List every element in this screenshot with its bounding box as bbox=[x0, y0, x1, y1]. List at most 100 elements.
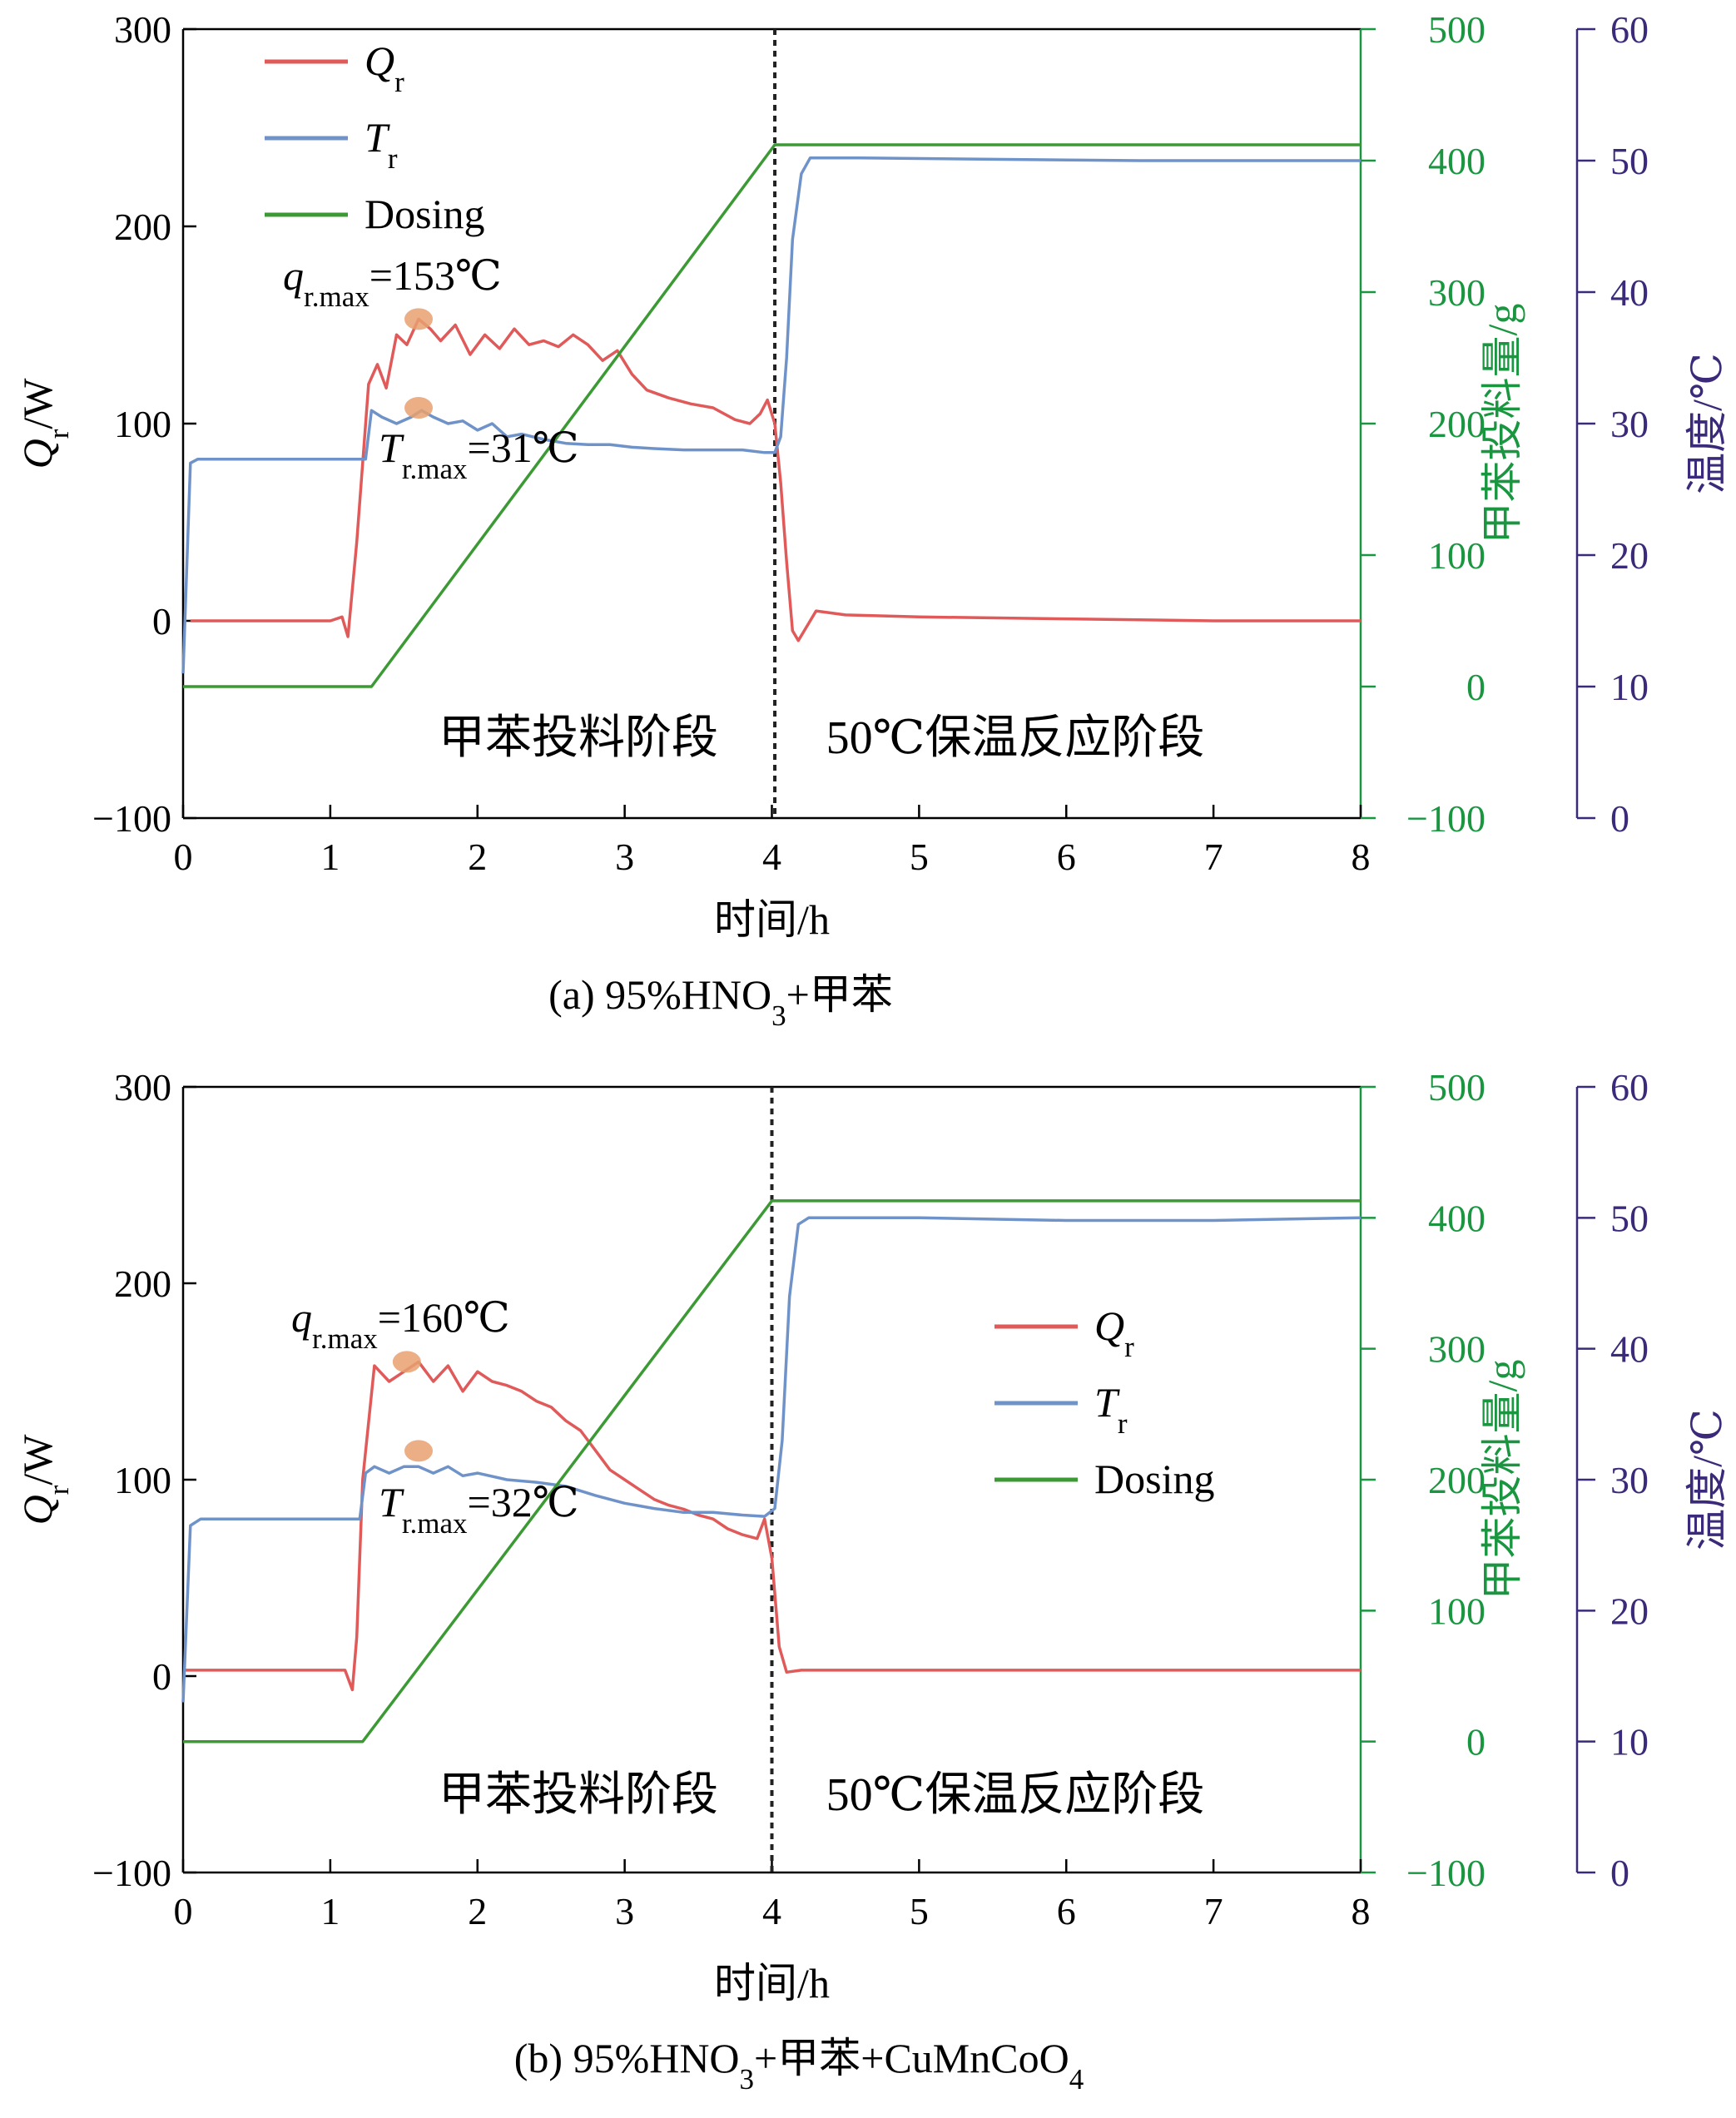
qr-max-marker bbox=[392, 1351, 421, 1373]
panel-caption-part: (a) 95%HNO bbox=[548, 971, 771, 1018]
tr-max-annotation: Tr.max=32℃ bbox=[379, 1479, 579, 1540]
series-line-dosing bbox=[183, 1199, 1361, 1744]
dosing-tick-label: 400 bbox=[1428, 140, 1486, 182]
qr-max-annotation-part: q bbox=[283, 252, 304, 299]
tr-max-annotation-part: r.max bbox=[402, 453, 468, 485]
qr-max-annotation-part: r.max bbox=[312, 1322, 378, 1355]
dosing-tick-label: −100 bbox=[1406, 797, 1486, 840]
left-axis-label-part: r bbox=[42, 429, 75, 439]
left-axis-label-part: Q bbox=[14, 439, 61, 469]
temperature-axis-label: 温度/℃ bbox=[1684, 353, 1730, 494]
tr-max-annotation-part: T bbox=[379, 1479, 404, 1525]
legend-label-part: Dosing bbox=[365, 191, 484, 237]
legend-label-part: r bbox=[1124, 1331, 1134, 1363]
x-tick-label: 2 bbox=[468, 1890, 487, 1932]
x-tick-label: 7 bbox=[1204, 836, 1223, 878]
dosing-tick-label: 100 bbox=[1428, 1590, 1486, 1632]
temperature-tick-label: 60 bbox=[1610, 1066, 1649, 1109]
dosing-tick-label: 200 bbox=[1428, 403, 1486, 445]
x-tick-label: 4 bbox=[762, 1890, 781, 1932]
x-tick-label: 4 bbox=[762, 836, 781, 878]
left-tick-label: 0 bbox=[152, 1655, 171, 1698]
temperature-tick-label: 0 bbox=[1610, 1852, 1629, 1894]
qr-max-annotation-part: =153℃ bbox=[370, 252, 502, 299]
dosing-tick-label: 500 bbox=[1428, 1066, 1486, 1109]
temperature-tick-label: 30 bbox=[1610, 1459, 1649, 1501]
temperature-tick-label: 0 bbox=[1610, 797, 1629, 840]
x-tick-label: 6 bbox=[1057, 1890, 1076, 1932]
panel-caption-part: 4 bbox=[1069, 2063, 1084, 2096]
panel-caption-part: 3 bbox=[771, 999, 786, 1032]
series-line-q_r bbox=[190, 317, 1361, 642]
dosing-axis-label-part: 甲苯投料量/g bbox=[1479, 304, 1525, 544]
series-line-t_r bbox=[181, 1216, 1362, 1703]
tr-max-annotation-part: =32℃ bbox=[468, 1479, 579, 1525]
legend-label: Qr bbox=[365, 37, 404, 98]
chart-panel-b: 0 1 2 3 4 5 6 7 8−1000100200300−1000100200300400… bbox=[14, 1066, 1730, 2096]
left-tick-label: 300 bbox=[114, 8, 171, 51]
series-line-t_r bbox=[181, 156, 1361, 674]
legend-label-part: T bbox=[1094, 1379, 1120, 1426]
panel-caption-part: +甲苯+CuMnCoO bbox=[754, 2035, 1069, 2081]
temperature-tick-label: 40 bbox=[1610, 1328, 1649, 1371]
stage-label-dosing: 甲苯投料阶段 bbox=[439, 712, 718, 764]
stage-label-holding: 50℃保温反应阶段 bbox=[826, 1769, 1205, 1821]
legend-label-part: Q bbox=[365, 37, 394, 84]
left-tick-label: 300 bbox=[114, 1066, 171, 1109]
dosing-tick-label: 0 bbox=[1466, 1721, 1486, 1763]
panel-caption-part: 3 bbox=[740, 2063, 755, 2096]
legend-label-part: Q bbox=[1094, 1302, 1124, 1349]
left-tick-label: 200 bbox=[114, 1262, 171, 1305]
temperature-axis-label: 温度/℃ bbox=[1684, 1409, 1730, 1550]
x-tick-label: 0 bbox=[174, 836, 193, 878]
qr-max-annotation-part: r.max bbox=[304, 280, 370, 313]
left-axis-label-part: r bbox=[42, 1485, 75, 1495]
temperature-tick-label: 60 bbox=[1610, 8, 1649, 51]
temperature-tick-label: 10 bbox=[1610, 1721, 1649, 1763]
left-tick-label: −100 bbox=[92, 797, 171, 840]
temperature-tick-label: 20 bbox=[1610, 1590, 1649, 1632]
dosing-tick-label: 300 bbox=[1428, 1328, 1486, 1371]
legend-label-part: Dosing bbox=[1094, 1456, 1214, 1502]
temperature-axis-label-part: 温度/℃ bbox=[1684, 1409, 1730, 1550]
tr-max-annotation-part: T bbox=[379, 424, 404, 471]
dosing-axis-label: 甲苯投料量/g bbox=[1479, 1360, 1525, 1600]
qr-max-marker bbox=[404, 308, 433, 330]
legend-label: Tr bbox=[1094, 1379, 1128, 1440]
x-tick-label: 8 bbox=[1352, 1890, 1371, 1932]
temperature-axis-label-part: 温度/℃ bbox=[1684, 353, 1730, 494]
legend-label-part: r bbox=[388, 142, 398, 175]
x-tick-label: 7 bbox=[1204, 1890, 1223, 1932]
left-tick-label: 100 bbox=[114, 1459, 171, 1501]
tr-max-marker bbox=[404, 1440, 433, 1462]
tr-max-annotation: Tr.max=31℃ bbox=[379, 424, 579, 485]
x-axis-label: 时间/h bbox=[714, 1960, 830, 2006]
legend-label: Dosing bbox=[365, 191, 484, 237]
qr-max-annotation: qr.max=160℃ bbox=[291, 1294, 510, 1355]
temperature-tick-label: 10 bbox=[1610, 666, 1649, 708]
left-tick-label: 0 bbox=[152, 600, 171, 642]
panel-caption: (b) 95%HNO3+甲苯+CuMnCoO4 bbox=[514, 2035, 1084, 2096]
legend-label: Qr bbox=[1094, 1302, 1134, 1363]
x-tick-label: 5 bbox=[910, 836, 929, 878]
temperature-tick-label: 40 bbox=[1610, 271, 1649, 314]
x-tick-label: 5 bbox=[910, 1890, 929, 1932]
x-tick-label: 3 bbox=[615, 836, 634, 878]
left-tick-label: 100 bbox=[114, 403, 171, 445]
dosing-tick-label: 100 bbox=[1428, 534, 1486, 577]
left-axis-label-part: Q bbox=[14, 1495, 61, 1525]
legend-label-part: r bbox=[1118, 1407, 1128, 1440]
series-line-dosing bbox=[183, 143, 1361, 688]
x-tick-label: 8 bbox=[1352, 836, 1371, 878]
panel-caption-part: +甲苯 bbox=[786, 971, 893, 1018]
panel-caption: (a) 95%HNO3+甲苯 bbox=[548, 971, 893, 1032]
tr-max-annotation-part: =31℃ bbox=[468, 424, 579, 471]
x-tick-label: 2 bbox=[468, 836, 487, 878]
left-tick-label: 200 bbox=[114, 206, 171, 248]
stage-label-dosing: 甲苯投料阶段 bbox=[439, 1769, 718, 1821]
chart-panel-a: 0 1 2 3 4 5 6 7 8−1000100200300−1000100200300400… bbox=[14, 8, 1730, 1032]
legend-label-part: r bbox=[394, 66, 404, 98]
